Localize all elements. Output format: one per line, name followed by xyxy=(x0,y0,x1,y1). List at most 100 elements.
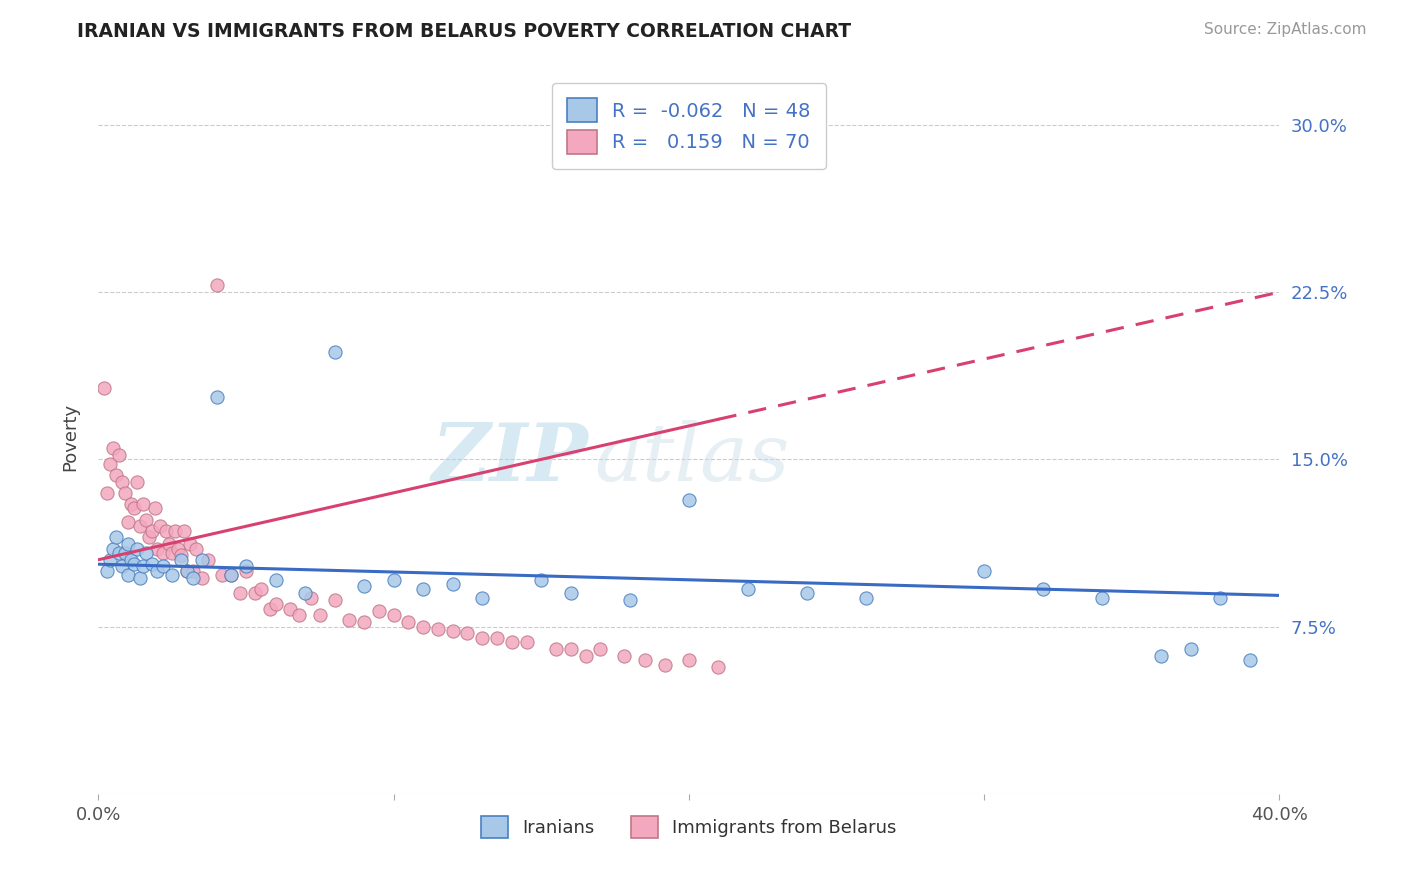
Point xyxy=(111,475,134,489)
Point xyxy=(167,541,190,556)
Point xyxy=(125,541,148,556)
Text: Source: ZipAtlas.com: Source: ZipAtlas.com xyxy=(1204,22,1367,37)
Point xyxy=(382,608,405,623)
Point xyxy=(560,586,582,600)
Point xyxy=(501,635,523,649)
Point xyxy=(530,573,553,587)
Point xyxy=(427,622,450,636)
Point xyxy=(654,657,676,672)
Point xyxy=(486,631,509,645)
Point xyxy=(205,278,228,293)
Point xyxy=(229,586,252,600)
Point xyxy=(98,552,121,567)
Point xyxy=(398,615,420,630)
Point xyxy=(125,475,148,489)
Point xyxy=(678,653,700,667)
Point xyxy=(103,541,125,556)
Point xyxy=(280,602,302,616)
Point xyxy=(181,564,204,578)
Point xyxy=(205,390,228,404)
Point xyxy=(181,571,204,585)
Point xyxy=(152,559,174,574)
Point xyxy=(619,592,641,607)
Point xyxy=(117,515,139,529)
Point xyxy=(299,591,322,605)
Point xyxy=(1180,642,1202,657)
Point xyxy=(170,552,193,567)
Point xyxy=(288,608,311,623)
Point xyxy=(138,530,160,544)
Point xyxy=(108,546,131,560)
Point xyxy=(441,624,464,639)
Point xyxy=(796,586,818,600)
Point xyxy=(1032,582,1054,596)
Point xyxy=(546,642,568,657)
Point xyxy=(678,492,700,507)
Point xyxy=(1239,653,1261,667)
Point xyxy=(184,541,207,556)
Point xyxy=(176,564,198,578)
Point xyxy=(155,524,177,538)
Point xyxy=(353,615,375,630)
Point xyxy=(197,552,219,567)
Point xyxy=(259,602,281,616)
Point xyxy=(211,568,233,582)
Point xyxy=(128,519,150,533)
Point xyxy=(235,564,257,578)
Point xyxy=(117,568,139,582)
Point xyxy=(162,568,183,582)
Y-axis label: Poverty: Poverty xyxy=(62,403,80,471)
Point xyxy=(353,580,375,594)
Point xyxy=(323,592,346,607)
Point xyxy=(471,631,494,645)
Point xyxy=(141,524,163,538)
Text: IRANIAN VS IMMIGRANTS FROM BELARUS POVERTY CORRELATION CHART: IRANIAN VS IMMIGRANTS FROM BELARUS POVER… xyxy=(77,22,852,41)
Point xyxy=(264,573,287,587)
Point xyxy=(105,530,128,544)
Point xyxy=(243,586,266,600)
Point xyxy=(368,604,391,618)
Legend: Iranians, Immigrants from Belarus: Iranians, Immigrants from Belarus xyxy=(474,809,904,846)
Point xyxy=(560,642,582,657)
Point xyxy=(737,582,759,596)
Point xyxy=(191,571,214,585)
Point xyxy=(152,546,174,560)
Point xyxy=(412,582,434,596)
Point xyxy=(589,642,612,657)
Point xyxy=(707,660,730,674)
Point xyxy=(1091,591,1114,605)
Point xyxy=(457,626,479,640)
Point xyxy=(135,546,157,560)
Point xyxy=(96,564,118,578)
Point xyxy=(111,559,134,574)
Point xyxy=(157,537,180,551)
Point xyxy=(146,564,169,578)
Point xyxy=(122,501,145,516)
Point xyxy=(191,552,214,567)
Point xyxy=(114,546,136,560)
Point xyxy=(264,598,287,612)
Point xyxy=(135,512,157,526)
Point xyxy=(122,557,145,572)
Point xyxy=(143,501,166,516)
Point xyxy=(441,577,464,591)
Point xyxy=(339,613,361,627)
Point xyxy=(128,571,150,585)
Point xyxy=(613,648,636,663)
Point xyxy=(382,573,405,587)
Text: ZIP: ZIP xyxy=(432,420,589,497)
Point xyxy=(146,541,169,556)
Point xyxy=(294,586,316,600)
Point xyxy=(149,519,172,533)
Point xyxy=(973,564,995,578)
Point xyxy=(176,564,198,578)
Point xyxy=(162,546,183,560)
Point xyxy=(309,608,332,623)
Point xyxy=(132,497,155,511)
Point xyxy=(1209,591,1232,605)
Point xyxy=(221,568,243,582)
Point xyxy=(235,559,257,574)
Point xyxy=(412,619,434,633)
Point xyxy=(114,485,136,500)
Point xyxy=(96,485,118,500)
